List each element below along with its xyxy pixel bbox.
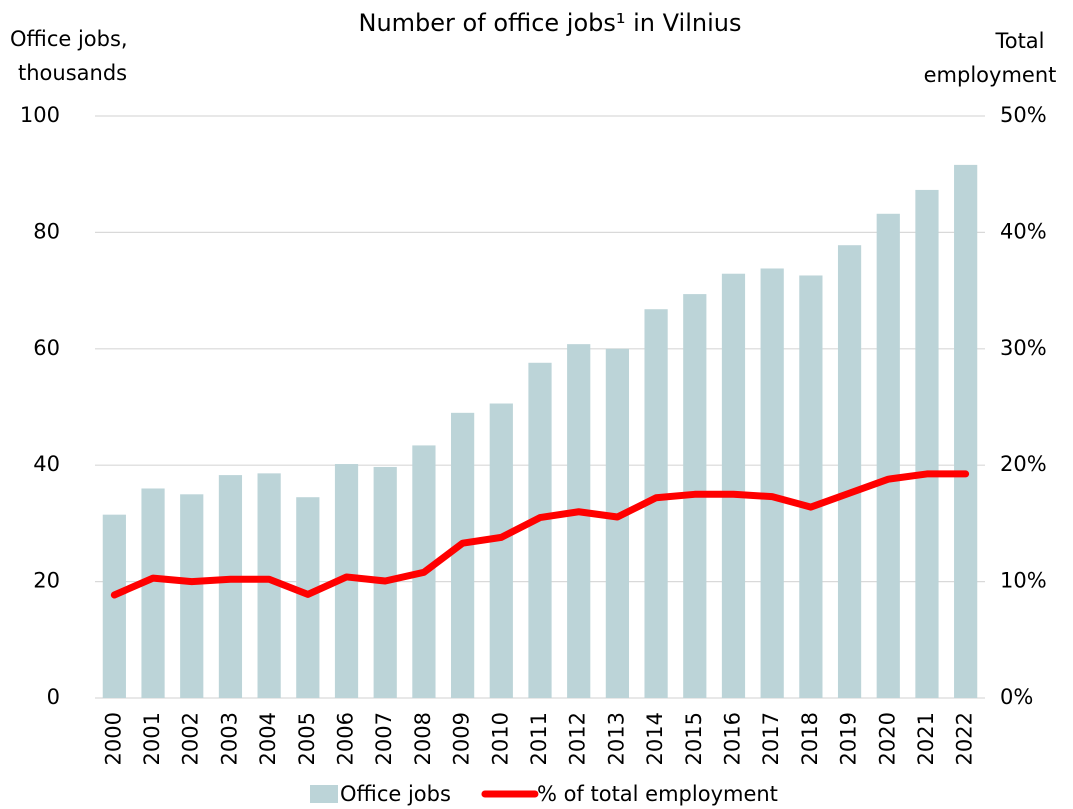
x-tick-label: 2007	[372, 712, 396, 765]
x-tick-label: 2008	[411, 712, 435, 765]
bar	[257, 473, 281, 698]
x-tick-label: 2011	[527, 712, 551, 765]
x-tick-label: 2021	[914, 712, 938, 765]
x-tick-label: 2009	[450, 712, 474, 765]
y2-axis-label: employment	[924, 63, 1057, 87]
x-tick-label: 2022	[953, 712, 977, 765]
bar	[954, 164, 978, 698]
y-tick-label: 0	[47, 685, 60, 709]
bar	[799, 275, 823, 698]
x-tick-label: 2004	[256, 712, 280, 765]
y-tick-label: 60	[33, 336, 60, 360]
bar	[915, 189, 939, 698]
y-tick-label: 40	[33, 452, 60, 476]
legend-label: % of total employment	[537, 782, 778, 806]
bar	[605, 348, 629, 698]
y2-tick-label: 40%	[1000, 219, 1047, 243]
x-tick-label: 2019	[837, 712, 861, 765]
bar	[837, 245, 862, 699]
y2-axis-label: Total	[994, 29, 1044, 53]
line	[110, 470, 970, 599]
x-tick-label: 2014	[643, 712, 667, 765]
y-tick-label: 100	[20, 103, 60, 127]
chart-title: Number of office jobs¹ in Vilnius	[359, 9, 742, 37]
x-tick-label: 2017	[759, 712, 783, 765]
y-tick-label: 80	[33, 219, 60, 243]
y-tick-label: 20	[33, 569, 60, 593]
x-tick-label: 2010	[488, 712, 512, 765]
bar	[760, 268, 784, 698]
x-tick-label: 2002	[179, 712, 203, 765]
x-tick-label: 2020	[875, 712, 899, 765]
x-tick-label: 2005	[295, 712, 319, 765]
legend-swatch	[310, 785, 338, 803]
bar	[528, 362, 552, 698]
y-axis-label: Office jobs,	[10, 27, 128, 51]
x-tick-label: 2006	[334, 712, 358, 765]
y2-tick-label: 10%	[1000, 569, 1047, 593]
bar	[721, 273, 746, 698]
x-tick-label: 2003	[217, 712, 241, 765]
x-tick-label: 2016	[720, 712, 744, 765]
y2-tick-label: 0%	[1000, 685, 1033, 709]
legend-label: Office jobs	[340, 782, 451, 806]
bar	[489, 403, 513, 698]
bar	[876, 213, 900, 698]
bar	[180, 494, 204, 698]
y2-tick-label: 30%	[1000, 336, 1047, 360]
bar	[141, 488, 165, 698]
x-tick-label: 2018	[798, 712, 822, 765]
bar	[644, 309, 668, 698]
bar	[451, 412, 475, 698]
y-axis-label: thousands	[18, 61, 127, 85]
bar	[102, 514, 126, 698]
bar	[218, 475, 243, 698]
bar	[567, 344, 591, 698]
x-tick-label: 2013	[604, 712, 628, 765]
bar	[334, 464, 359, 698]
x-tick-label: 2012	[566, 712, 590, 765]
x-tick-label: 2015	[682, 712, 706, 765]
x-tick-label: 2000	[101, 712, 125, 765]
y2-tick-label: 50%	[1000, 103, 1047, 127]
y2-tick-label: 20%	[1000, 452, 1047, 476]
x-tick-label: 2001	[140, 712, 164, 765]
